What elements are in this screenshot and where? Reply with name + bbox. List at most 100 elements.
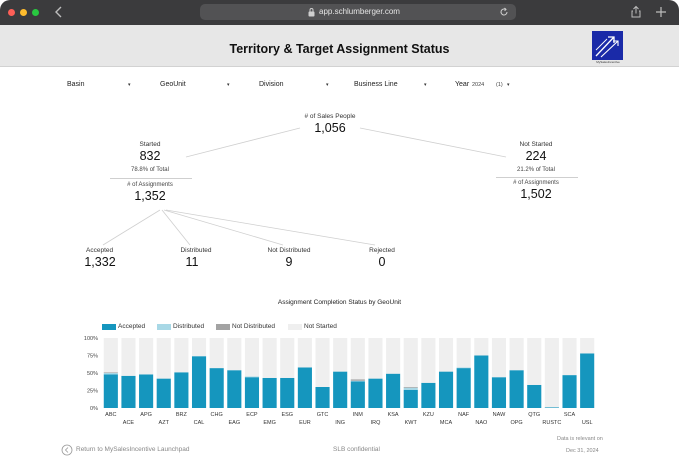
x-tick-label: ING (335, 420, 345, 426)
share-icon[interactable] (630, 5, 642, 19)
x-tick-label: RUSTC (542, 420, 561, 426)
bar-accepted-ecp[interactable] (244, 377, 260, 408)
bar-not-distributed-kwt[interactable] (403, 387, 418, 388)
bar-not-started-ing[interactable] (333, 338, 348, 372)
bar-accepted-eag[interactable] (227, 370, 242, 408)
bar-not-started-kwt[interactable] (403, 338, 418, 387)
bar-accepted-naw[interactable] (491, 377, 507, 408)
bar-accepted-rustc[interactable] (544, 407, 559, 408)
bar-not-started-opg[interactable] (509, 338, 524, 371)
address-bar[interactable]: app.schlumberger.com (200, 4, 516, 20)
bar-not-started-cal[interactable] (191, 338, 207, 357)
started-assignments-value: 1,352 (134, 189, 166, 203)
bar-not-distributed-inm[interactable] (350, 379, 365, 381)
bar-not-started-ksa[interactable] (386, 338, 401, 374)
reload-icon[interactable] (499, 7, 509, 17)
bar-not-started-apg[interactable] (139, 338, 154, 375)
new-tab-icon[interactable] (655, 5, 667, 19)
bar-accepted-cal[interactable] (191, 356, 207, 408)
bar-distributed-inm[interactable] (350, 380, 365, 382)
rejected-value: 0 (378, 255, 386, 269)
sales-people-node: # of Sales People 1,056 (294, 113, 366, 135)
bar-not-started-emg[interactable] (262, 338, 277, 378)
geounit-filter[interactable]: GeoUnit ▾ (160, 78, 230, 92)
bar-accepted-irq[interactable] (368, 378, 383, 408)
bar-accepted-inm[interactable] (350, 381, 365, 408)
bar-accepted-ing[interactable] (333, 371, 348, 408)
bar-not-started-mca[interactable] (438, 338, 454, 372)
legend-swatch-not-distributed (216, 324, 230, 330)
x-tick-label: ESG (281, 412, 293, 418)
bar-not-started-nao[interactable] (474, 338, 489, 356)
bar-accepted-nao[interactable] (474, 355, 489, 409)
bar-not-started-ace[interactable] (121, 338, 136, 376)
bar-accepted-esg[interactable] (280, 377, 295, 408)
arrows-icon (595, 36, 619, 58)
bar-accepted-opg[interactable] (509, 370, 524, 408)
bar-not-started-brz[interactable] (174, 338, 189, 373)
bar-accepted-usl[interactable] (580, 353, 595, 408)
bar-accepted-ace[interactable] (121, 375, 136, 408)
y-tick-label: 25% (87, 389, 98, 395)
bar-not-started-sca[interactable] (562, 338, 577, 376)
bar-distributed-ecp[interactable] (244, 376, 260, 378)
x-tick-label: QTG (528, 412, 540, 418)
bar-accepted-kzu[interactable] (421, 382, 436, 408)
bar-not-started-rustc[interactable] (544, 338, 559, 408)
close-window-button[interactable] (8, 9, 15, 16)
bar-accepted-ksa[interactable] (386, 373, 401, 408)
bar-accepted-apg[interactable] (139, 374, 154, 408)
bar-accepted-emg[interactable] (262, 377, 277, 408)
bar-not-started-eag[interactable] (227, 338, 242, 371)
bar-not-started-esg[interactable] (280, 338, 295, 378)
x-tick-label: EAG (229, 420, 241, 426)
back-arrow-icon[interactable] (52, 4, 66, 20)
url-text: app.schlumberger.com (319, 7, 400, 16)
filter-bar: Basin ▾ GeoUnit ▾ Division ▾ Business Li… (0, 78, 679, 94)
bar-accepted-kwt[interactable] (403, 389, 418, 408)
legend-label-accepted: Accepted (118, 323, 146, 330)
bar-not-started-naw[interactable] (491, 338, 507, 378)
bar-accepted-eur[interactable] (297, 367, 312, 408)
bar-accepted-chg[interactable] (209, 368, 224, 408)
bar-accepted-brz[interactable] (174, 372, 189, 408)
back-circle-icon[interactable] (61, 444, 73, 456)
bar-distributed-kwt[interactable] (403, 387, 418, 390)
bar-not-started-usl[interactable] (580, 338, 595, 354)
bar-accepted-qtg[interactable] (527, 384, 542, 408)
maximize-window-button[interactable] (32, 9, 39, 16)
started-node: Started 832 78.8% of Total (110, 141, 190, 174)
bar-not-started-eur[interactable] (297, 338, 312, 368)
bar-not-started-naf[interactable] (456, 338, 471, 368)
legend-swatch-not-started (288, 324, 302, 330)
business-line-filter[interactable]: Business Line ▾ (354, 78, 427, 92)
not-distributed-node: Not Distributed 9 (259, 247, 319, 269)
x-tick-label: MCA (440, 420, 453, 426)
started-divider (110, 178, 192, 179)
bar-accepted-gtc[interactable] (315, 387, 330, 408)
bar-not-started-azt[interactable] (156, 338, 171, 379)
bar-not-distributed-abc[interactable] (103, 372, 118, 373)
bar-not-started-abc[interactable] (103, 338, 118, 373)
bar-accepted-abc[interactable] (103, 374, 118, 408)
bar-distributed-naf[interactable] (456, 367, 471, 369)
year-filter[interactable]: Year 2024 (1) ▾ (455, 78, 510, 92)
bar-accepted-mca[interactable] (438, 371, 454, 408)
bar-not-started-ecp[interactable] (244, 338, 260, 377)
return-launchpad-link[interactable]: Return to MySalesIncentive Launchpad (76, 446, 190, 453)
bar-accepted-azt[interactable] (156, 378, 171, 408)
basin-filter[interactable]: Basin ▾ (67, 78, 131, 92)
bar-not-started-chg[interactable] (209, 338, 224, 369)
year-filter-label: Year (455, 81, 470, 88)
division-filter[interactable]: Division ▾ (259, 78, 329, 92)
bar-not-started-kzu[interactable] (421, 338, 436, 383)
bar-not-started-irq[interactable] (368, 338, 383, 379)
minimize-window-button[interactable] (20, 9, 27, 16)
year-filter-count: (1) (496, 82, 503, 88)
bar-distributed-abc[interactable] (103, 373, 118, 375)
bar-accepted-sca[interactable] (562, 375, 577, 408)
bar-not-started-inm[interactable] (350, 338, 365, 380)
bar-not-started-gtc[interactable] (315, 338, 330, 387)
bar-accepted-naf[interactable] (456, 368, 471, 408)
bar-not-started-qtg[interactable] (527, 338, 542, 385)
